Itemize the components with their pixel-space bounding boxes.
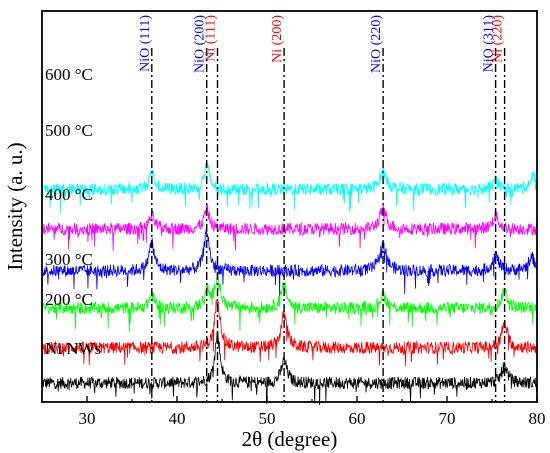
x-axis-title: 2θ (degree) (242, 427, 338, 451)
series-label-3: 400 °C (45, 185, 93, 204)
x-tick-label-4: 70 (439, 409, 456, 428)
series-line-4 (41, 203, 538, 252)
reference-lines (151, 48, 506, 402)
peak-labels: NiO (111) NiO (200)Ni (111) Ni (200) NiO (2… (138, 15, 506, 73)
x-tick-label-1: 40 (169, 409, 186, 428)
plot-frame (41, 10, 538, 403)
peak-label-0: NiO (111) (138, 15, 153, 72)
series-line-2 (41, 270, 538, 332)
peak-label-4: NiO (220) (369, 15, 384, 73)
x-tick-label-5: 80 (529, 409, 546, 428)
x-tick-label-0: 30 (79, 409, 96, 428)
peak-label-5: NiO (311) (482, 15, 497, 73)
x-axis-ticks: 30 40 50 60 70 80 (41, 396, 546, 428)
series-label-0: Ni NWs (45, 339, 101, 358)
series-line-3 (41, 228, 538, 296)
peak-label-1: NiO (200) (193, 15, 208, 73)
series-label-5: 600 °C (45, 65, 93, 84)
series-label-1: 200 °C (45, 290, 93, 309)
peak-label-2: Ni (111) (204, 15, 219, 62)
series-line-0 (41, 331, 538, 406)
peak-label-3: Ni (200) (270, 15, 285, 63)
series-labels: Ni NWs 200 °C 300 °C 400 °C 500 °C 600 °C (45, 65, 101, 358)
traces (41, 163, 538, 406)
series-label-2: 300 °C (45, 250, 93, 269)
series-line-5 (41, 163, 538, 214)
series-line-1 (41, 299, 538, 367)
x-tick-label-2: 50 (259, 409, 276, 428)
x-tick-label-3: 60 (349, 409, 366, 428)
series-label-4: 500 °C (45, 121, 93, 140)
peak-label-6: Ni (220) (491, 15, 506, 63)
y-axis-title: Intensity (a. u.) (3, 142, 27, 270)
